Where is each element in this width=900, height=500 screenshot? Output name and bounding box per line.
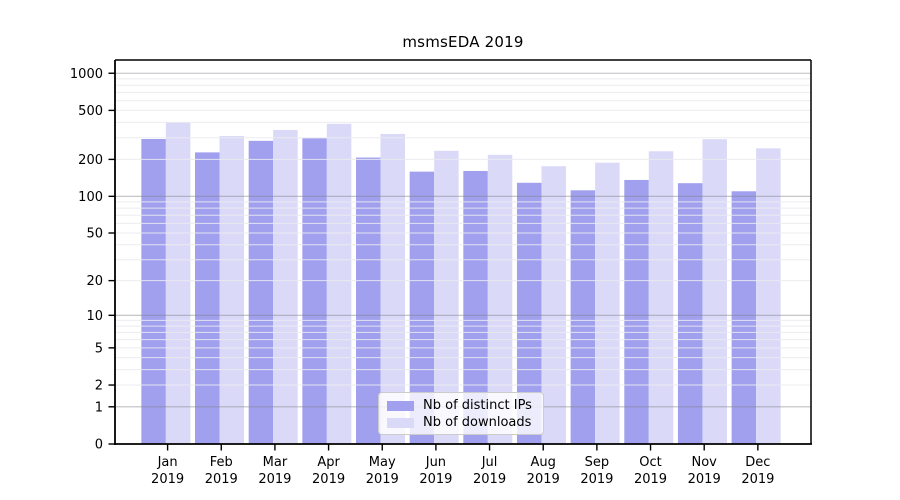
bar-mar-2019-nb-of-distinct-ips	[248, 140, 274, 444]
bar-nov-2019-nb-of-downloads	[702, 139, 727, 444]
bar-apr-2019-nb-of-downloads	[326, 123, 352, 444]
bar-oct-2019-nb-of-downloads	[648, 151, 674, 445]
legend-swatch-downloads	[387, 417, 414, 428]
x-tick-label-jun-2019: Jun	[425, 455, 446, 470]
y-tick-label-0: 0	[95, 438, 103, 453]
bar-feb-2019-nb-of-downloads	[219, 135, 245, 445]
x-tick-label-year-oct-2019: 2019	[634, 472, 667, 487]
bar-oct-2019-nb-of-distinct-ips	[624, 179, 649, 444]
x-tick-label-sep-2019: Sep	[585, 455, 610, 470]
x-tick-label-may-2019: May	[369, 455, 396, 470]
x-tick-label-year-dec-2019: 2019	[741, 472, 774, 487]
x-tick-label-oct-2019: Oct	[639, 455, 661, 470]
x-tick-label-aug-2019: Aug	[531, 455, 556, 470]
y-tick-label-1000: 1000	[70, 67, 103, 82]
x-tick-label-year-feb-2019: 2019	[205, 472, 238, 487]
y-tick-label-5: 5	[95, 341, 103, 356]
x-tick-label-jul-2019: Jul	[481, 455, 498, 470]
x-tick-label-year-aug-2019: 2019	[527, 472, 560, 487]
y-tick-label-1: 1	[95, 400, 103, 415]
x-tick-label-year-jan-2019: 2019	[151, 472, 184, 487]
legend: Nb of distinct IPs Nb of downloads	[378, 392, 544, 435]
x-tick-label-year-jul-2019: 2019	[473, 472, 506, 487]
x-tick-label-year-jun-2019: 2019	[419, 472, 452, 487]
bar-nov-2019-nb-of-distinct-ips	[677, 183, 703, 444]
x-tick-label-year-mar-2019: 2019	[258, 472, 291, 487]
x-tick-label-feb-2019: Feb	[210, 455, 233, 470]
bar-sep-2019-nb-of-distinct-ips	[570, 190, 596, 444]
bar-feb-2019-nb-of-distinct-ips	[195, 152, 220, 444]
bar-dec-2019-nb-of-downloads	[756, 148, 781, 444]
y-tick-label-100: 100	[78, 190, 103, 205]
legend-label-downloads: Nb of downloads	[423, 415, 532, 430]
y-tick-label-20: 20	[86, 274, 103, 289]
x-tick-label-year-apr-2019: 2019	[312, 472, 345, 487]
x-tick-label-jan-2019: Jan	[157, 455, 178, 470]
x-tick-label-year-sep-2019: 2019	[580, 472, 613, 487]
y-tick-label-2: 2	[95, 379, 103, 394]
legend-item-distinct-ips: Nb of distinct IPs	[387, 398, 535, 413]
y-tick-label-500: 500	[78, 104, 103, 119]
x-tick-label-apr-2019: Apr	[317, 455, 340, 470]
x-tick-label-year-nov-2019: 2019	[688, 472, 721, 487]
y-tick-label-50: 50	[86, 227, 103, 242]
legend-swatch-distinct-ips	[387, 400, 414, 411]
x-tick-label-mar-2019: Mar	[263, 455, 288, 470]
bar-dec-2019-nb-of-distinct-ips	[731, 191, 757, 444]
legend-item-downloads: Nb of downloads	[387, 415, 535, 430]
x-tick-label-year-may-2019: 2019	[366, 472, 399, 487]
y-tick-label-10: 10	[86, 309, 103, 324]
legend-label-distinct-ips: Nb of distinct IPs	[423, 398, 532, 413]
y-tick-label-200: 200	[78, 153, 103, 168]
chart-title: msmsEDA 2019	[402, 33, 524, 51]
x-tick-label-dec-2019: Dec	[745, 455, 770, 470]
bar-may-2019-nb-of-distinct-ips	[355, 157, 381, 444]
bar-mar-2019-nb-of-downloads	[273, 129, 298, 444]
bar-apr-2019-nb-of-distinct-ips	[302, 138, 327, 444]
bar-aug-2019-nb-of-downloads	[541, 166, 566, 445]
bar-jan-2019-nb-of-distinct-ips	[141, 138, 166, 445]
x-tick-label-nov-2019: Nov	[692, 455, 718, 470]
bar-sep-2019-nb-of-downloads	[595, 162, 620, 444]
bar-jan-2019-nb-of-downloads	[165, 122, 191, 444]
